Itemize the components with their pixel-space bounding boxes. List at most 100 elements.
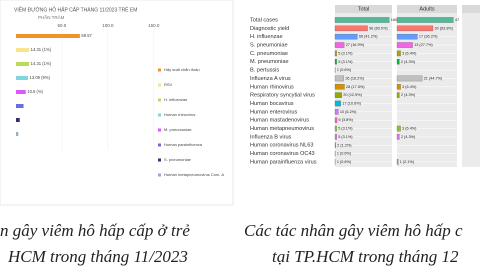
y-tick-label: Human coronavirus NL63 [250, 143, 313, 149]
value-label: 28 (17.5%) [346, 85, 365, 89]
value-label: 3 (6.4%) [402, 85, 417, 89]
legend-swatch [158, 84, 161, 87]
y-tick-label: Respiratory syncytial virus [250, 93, 315, 99]
caption-left-1: n gây viêm hô hấp cấp ở trẻ [0, 221, 190, 240]
bar [397, 93, 399, 98]
value-label: 26 (16.2%) [345, 76, 364, 80]
legend-entry: Human parainfluenza [164, 142, 203, 147]
y-tick-label: Human bocavirus [250, 101, 294, 107]
bar [335, 109, 338, 114]
value-label: 20 (12.5%) [343, 93, 362, 97]
value-label: 13.09 (9%) [30, 75, 51, 80]
bar [335, 143, 336, 148]
bar [16, 62, 29, 66]
value-label: 2 (4.3%) [401, 135, 416, 139]
legend-entry: Hấy suất chẩn đoán [164, 67, 200, 72]
value-label: 6 (3.8%) [339, 118, 354, 122]
y-tick-label: Human parainfluenza virus [250, 159, 317, 165]
bar [335, 134, 337, 139]
x-tick-label: 150.0 [148, 23, 160, 28]
caption-right-2: tại TP.HCM trong tháng 12 [272, 247, 459, 266]
legend-entry: S. pneumoniae [164, 157, 192, 162]
left-chart-title: VIÊM ĐƯỜNG HÔ HẤP CẤP THÁNG 11/2023 TRẺ … [14, 5, 137, 13]
cropped-panel-strip [462, 5, 480, 13]
legend-entry: Human metapneumovirus Com. A [164, 172, 224, 177]
value-label: 1 (2.1%) [400, 160, 415, 164]
value-label: 5 (3.1%) [338, 60, 353, 64]
y-tick-label: B. pertussis [250, 68, 279, 74]
bar [335, 59, 337, 64]
legend-entry: RSV [164, 82, 173, 87]
legend-swatch [158, 174, 161, 177]
value-label: 47 [455, 18, 459, 22]
value-label: 14.31 (1%) [31, 61, 52, 66]
x-axis-label: PHẦN TRĂM [38, 14, 65, 20]
bar [397, 134, 399, 139]
bar [335, 93, 342, 98]
bar [397, 34, 417, 39]
bar [16, 34, 80, 38]
y-tick-label: Human coronavirus OC43 [250, 151, 315, 157]
bar [16, 118, 20, 122]
bar [16, 132, 18, 136]
y-tick-label: Human mastadenovirus [250, 118, 309, 124]
bar [16, 76, 28, 80]
value-label: 5 (3.1%) [338, 127, 353, 131]
value-label: 5 (3.1%) [338, 135, 353, 139]
bar [335, 34, 357, 39]
y-tick-label: Total cases [250, 17, 278, 23]
panel-title: Adults [419, 6, 435, 12]
bar [335, 76, 344, 81]
legend-swatch [158, 99, 161, 102]
bar [335, 51, 337, 56]
bar [397, 84, 401, 89]
value-label: 14.31 (1%) [31, 47, 52, 52]
y-tick-label: Diagnostic yield [250, 26, 289, 32]
panel-title: Total [358, 6, 370, 12]
value-label: 17 (36.2%) [419, 35, 438, 39]
bar [335, 17, 389, 22]
bar [335, 26, 368, 31]
y-tick-label: Influenza A virus [250, 76, 291, 82]
legend-entry: Human rhinovirus [164, 112, 195, 117]
y-tick-label: S. pneumoniae [250, 43, 288, 49]
y-tick-label: C. pneumoniae [250, 51, 288, 57]
value-label: 66 (41.2%) [359, 35, 378, 39]
legend-entry: M. pneumoniae [164, 127, 192, 132]
bar [16, 104, 24, 108]
bar [335, 42, 344, 47]
x-tick-label: 100.0 [102, 23, 114, 28]
bar [16, 90, 26, 94]
value-label: 1 (0.6%) [337, 152, 352, 156]
bar [397, 42, 413, 47]
caption-left-2: HCM trong tháng 11/2023 [7, 247, 188, 266]
value-label: 96 (60.0%) [369, 26, 388, 30]
legend-swatch [158, 144, 161, 147]
x-tick-label: 50.0 [58, 23, 67, 28]
bar [397, 159, 398, 164]
bar [397, 126, 401, 131]
value-label: 3 (6.4%) [402, 51, 417, 55]
value-label: 13 (27.7%) [414, 43, 433, 47]
value-label: 2 (4.3%) [401, 93, 416, 97]
bar [397, 17, 453, 22]
value-label: 1 (0.6%) [337, 160, 352, 164]
bar [397, 51, 401, 56]
value-label: 10 (6.2%) [340, 110, 357, 114]
caption-right-1: Các tác nhân gây viêm hô hấp c [244, 221, 463, 240]
legend-swatch [158, 129, 161, 132]
cropped-panel [462, 5, 480, 167]
value-label: 3 (6.4%) [402, 127, 417, 131]
value-label: 30 (63.8%) [435, 26, 454, 30]
y-tick-label: Human metapneumovirus [250, 126, 314, 132]
value-label: 17 (10.6%) [342, 102, 361, 106]
bar [397, 59, 399, 64]
bar [397, 26, 433, 31]
legend-swatch [158, 159, 161, 162]
legend-swatch [158, 114, 161, 117]
y-tick-label: Human rhinovirus [250, 84, 294, 90]
y-tick-label: Influenza B virus [250, 134, 292, 140]
value-label: 2 (4.3%) [401, 60, 416, 64]
